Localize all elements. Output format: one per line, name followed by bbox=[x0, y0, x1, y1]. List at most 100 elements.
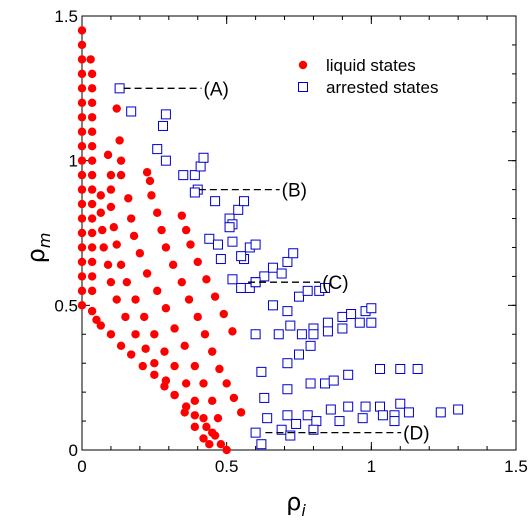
liquid-state-point bbox=[77, 170, 87, 180]
liquid-state-point bbox=[106, 202, 116, 212]
liquid-state-point bbox=[103, 150, 113, 160]
liquid-state-point bbox=[150, 370, 159, 379]
liquid-state-point bbox=[135, 249, 145, 258]
arrested-state-point bbox=[282, 306, 293, 317]
arrested-state-point bbox=[377, 410, 388, 421]
arrested-state-point bbox=[212, 239, 223, 250]
liquid-state-point bbox=[147, 191, 156, 200]
arrested-state-point bbox=[267, 262, 278, 273]
arrested-state-point bbox=[412, 363, 423, 374]
arrested-state-point bbox=[262, 413, 273, 424]
liquid-state-point bbox=[77, 214, 87, 223]
x-tick-label: 0.5 bbox=[215, 457, 239, 476]
liquid-state-point bbox=[87, 142, 97, 151]
arrested-state-point bbox=[322, 317, 333, 328]
arrested-state-point bbox=[256, 366, 267, 377]
liquid-state-point bbox=[96, 321, 106, 330]
arrested-state-point bbox=[325, 404, 336, 415]
liquid-state-point bbox=[222, 445, 231, 455]
liquid-state-point bbox=[208, 347, 217, 356]
arrested-state-point bbox=[282, 256, 293, 267]
arrested-state-point bbox=[296, 329, 307, 340]
liquid-state-point bbox=[202, 275, 211, 284]
arrested-state-point bbox=[294, 349, 304, 360]
arrested-state-point bbox=[227, 236, 238, 247]
liquid-state-point bbox=[193, 312, 202, 322]
arrested-state-point bbox=[354, 317, 365, 328]
y-tick-label: 0 bbox=[69, 441, 78, 460]
liquid-state-point bbox=[161, 243, 171, 252]
arrested-state-point bbox=[291, 418, 302, 429]
arrested-state-point bbox=[282, 358, 293, 369]
liquid-state-point bbox=[87, 214, 97, 223]
liquid-state-point bbox=[77, 127, 87, 136]
x-tick-label: 0 bbox=[77, 457, 86, 476]
arrested-state-point bbox=[267, 300, 278, 311]
liquid-state-point bbox=[181, 225, 191, 235]
annotation-label: (C) bbox=[322, 273, 348, 294]
liquid-state-point bbox=[77, 26, 87, 35]
series-arrested-states bbox=[114, 83, 464, 450]
liquid-state-point bbox=[170, 390, 179, 400]
arrested-state-point bbox=[357, 413, 368, 424]
liquid-state-point bbox=[77, 243, 87, 252]
arrested-state-point bbox=[395, 398, 406, 409]
liquid-state-point bbox=[87, 113, 97, 122]
liquid-state-point bbox=[142, 168, 152, 177]
liquid-state-point bbox=[168, 260, 178, 270]
liquid-state-point bbox=[87, 228, 97, 238]
liquid-state-point bbox=[112, 240, 121, 249]
arrested-state-point bbox=[305, 340, 316, 351]
arrested-state-point bbox=[158, 120, 169, 131]
liquid-state-point bbox=[87, 170, 97, 180]
arrested-state-point bbox=[204, 233, 215, 244]
y-tick-label: 0.5 bbox=[54, 296, 78, 315]
liquid-state-point bbox=[87, 98, 97, 108]
arrested-state-point bbox=[375, 363, 386, 374]
liquid-state-point bbox=[190, 422, 200, 432]
liquid-state-point bbox=[87, 306, 97, 316]
liquid-state-point bbox=[77, 69, 87, 79]
liquid-state-point bbox=[98, 225, 107, 235]
liquid-state-point bbox=[126, 214, 136, 223]
y-axis-label: ρm bbox=[22, 233, 54, 264]
liquid-state-point bbox=[99, 243, 108, 252]
legend: liquid states arrested states bbox=[298, 56, 438, 97]
liquid-state-point bbox=[77, 272, 87, 281]
annotations: (A) (B) (C) (D) bbox=[123, 79, 430, 445]
liquid-state-point bbox=[86, 55, 95, 64]
liquid-state-point bbox=[170, 324, 179, 333]
liquid-state-point bbox=[77, 55, 87, 64]
arrested-state-point bbox=[227, 274, 238, 285]
arrested-state-point bbox=[178, 170, 189, 181]
liquid-state-point bbox=[106, 185, 116, 194]
liquid-state-point bbox=[124, 194, 133, 203]
liquid-state-point bbox=[180, 341, 189, 351]
liquid-state-point bbox=[180, 408, 189, 417]
liquid-state-point bbox=[112, 104, 121, 113]
liquid-state-point bbox=[177, 211, 187, 220]
liquid-state-point bbox=[77, 142, 87, 151]
liquid-state-point bbox=[77, 286, 87, 296]
arrested-state-point bbox=[250, 427, 261, 438]
plot-area-border bbox=[81, 15, 517, 451]
liquid-state-point bbox=[160, 347, 169, 356]
liquid-state-point bbox=[181, 379, 191, 388]
legend-marker bbox=[298, 60, 308, 70]
liquid-state-point bbox=[116, 170, 126, 180]
arrested-state-point bbox=[320, 282, 331, 293]
liquid-state-point bbox=[161, 304, 171, 313]
liquid-state-point bbox=[131, 330, 140, 339]
legend-label: liquid states bbox=[326, 56, 416, 75]
arrested-state-point bbox=[236, 282, 247, 293]
arrested-state-point bbox=[288, 248, 299, 259]
arrested-state-point bbox=[126, 106, 137, 117]
arrested-state-point bbox=[259, 392, 270, 403]
liquid-state-point bbox=[193, 257, 202, 267]
arrested-state-point bbox=[256, 439, 267, 450]
arrested-state-point bbox=[337, 323, 348, 334]
liquid-state-point bbox=[87, 127, 97, 136]
liquid-state-point bbox=[190, 396, 200, 406]
y-axis-label-subscript: m bbox=[35, 233, 54, 249]
liquid-state-point bbox=[106, 170, 116, 180]
